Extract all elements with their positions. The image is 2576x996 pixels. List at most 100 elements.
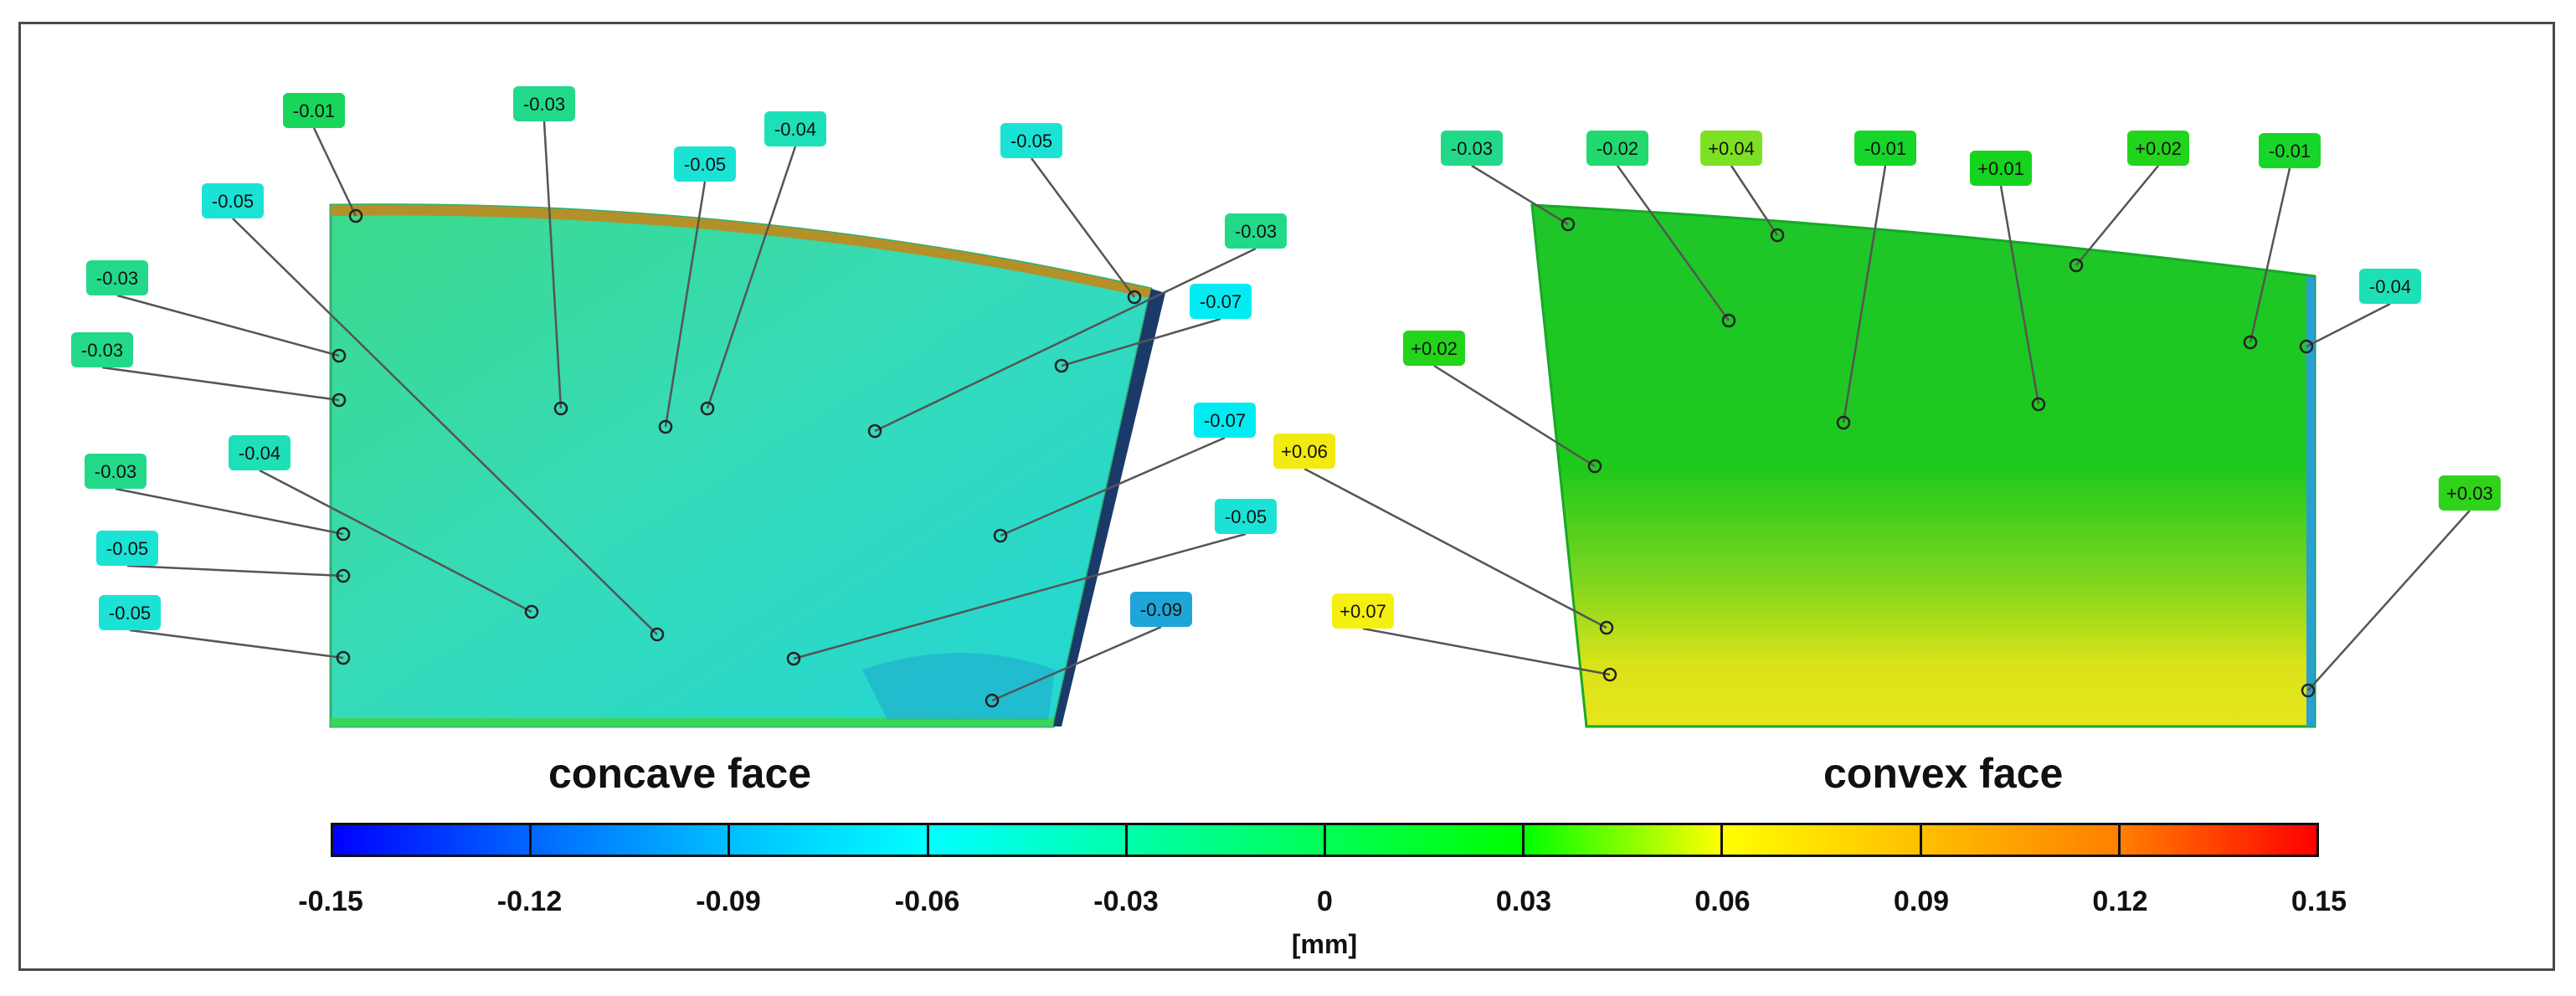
callout-value: +0.06: [1281, 441, 1328, 462]
callout-label-box: [96, 531, 158, 566]
callout-leader-line: [129, 629, 344, 660]
callout-leader-line: [2306, 302, 2391, 348]
measurement-point-marker: [658, 419, 673, 434]
callout-label-box: [1700, 131, 1762, 166]
measurement-point-marker: [1836, 415, 1851, 430]
callout-leader-line: [115, 487, 344, 536]
callout-label-box: [1225, 213, 1287, 249]
callout-label-box: [2439, 475, 2501, 511]
callout-value: -0.01: [2269, 141, 2311, 162]
callout-label-box: [99, 595, 161, 630]
callout-value: -0.05: [1225, 506, 1267, 527]
concave-callout: -0.05: [202, 183, 665, 642]
callout-label-box: [85, 454, 147, 489]
color-scale-segment: [532, 825, 731, 855]
callout-label-box: [2127, 131, 2189, 166]
concave-face-top-edge: [331, 204, 1151, 298]
callout-label-box: [1854, 131, 1916, 166]
measurement-point-marker: [867, 424, 882, 439]
concave-callout: -0.03: [85, 454, 351, 542]
callout-label-box: [1215, 499, 1277, 534]
callout-label-box: [1332, 593, 1394, 629]
measurement-point-marker: [336, 526, 351, 542]
callout-value: -0.04: [2369, 276, 2411, 297]
color-scale-tick-label: 0.09: [1893, 886, 1950, 917]
color-scale-tick-label: 0.12: [2092, 886, 2148, 917]
callout-label-box: [1586, 131, 1648, 166]
measurement-point-marker: [1602, 667, 1617, 682]
callout-leader-line: [874, 247, 1257, 433]
concave-callout: -0.03: [86, 260, 347, 363]
concave-face-side-edge: [1053, 289, 1165, 726]
callout-value: +0.07: [1339, 601, 1386, 622]
callout-label-box: [1190, 284, 1252, 319]
callout-leader-line: [116, 294, 340, 357]
color-scale-segment: [928, 825, 1128, 855]
callout-label-box: [1000, 123, 1062, 158]
callout-leader-line: [1000, 436, 1226, 537]
callout-label-box: [229, 435, 291, 470]
callout-label-box: [2259, 133, 2321, 168]
measurement-point-marker: [985, 693, 1000, 708]
measurement-point-marker: [524, 604, 539, 619]
convex-face-surface: [1530, 203, 2316, 728]
callout-leader-line: [312, 127, 357, 217]
color-scale-tick-label: -0.03: [1093, 886, 1159, 917]
color-scale-tick-label: 0: [1317, 886, 1333, 917]
callout-leader-line: [1433, 364, 1596, 468]
concave-face-dark-patch: [862, 653, 1055, 720]
convex-callout: -0.03: [1441, 131, 1576, 232]
callout-value: -0.05: [212, 191, 254, 212]
callout-value: -0.03: [1451, 138, 1493, 159]
concave-callout: -0.01: [283, 93, 363, 223]
measurement-point-marker: [2069, 258, 2084, 273]
callout-value: -0.03: [96, 268, 138, 289]
callout-leader-line: [1999, 185, 2040, 405]
color-scale-segment: [1525, 825, 1724, 855]
convex-face-title: convex face: [1823, 750, 2064, 797]
convex-callout: +0.02: [2069, 131, 2189, 273]
color-scale-segment: [730, 825, 929, 855]
color-scale-tick-label: -0.09: [696, 886, 761, 917]
callout-label-box: [1194, 403, 1256, 438]
callout-leader-line: [1471, 164, 1569, 226]
measurement-point-marker: [1770, 228, 1785, 243]
concave-face-surface: [329, 203, 1153, 728]
convex-callout: +0.06: [1273, 434, 1614, 635]
callout-leader-line: [1362, 627, 1611, 676]
callout-leader-line: [2075, 165, 2159, 266]
concave-callout: -0.04: [229, 435, 539, 619]
callout-label-box: [513, 86, 575, 121]
callout-value: +0.03: [2446, 483, 2493, 504]
convex-callout: +0.01: [1970, 151, 2046, 412]
callout-value: -0.01: [1864, 138, 1906, 159]
color-scale-tick-label: 0.15: [2291, 886, 2347, 917]
callout-leader-line: [1842, 165, 1887, 424]
color-scale-segment: [1326, 825, 1525, 855]
convex-callout: +0.04: [1700, 131, 1785, 243]
measurement-point-marker: [1054, 358, 1069, 373]
concave-callout: -0.07: [993, 403, 1256, 543]
callout-value: -0.02: [1597, 138, 1638, 159]
color-scale-segment: [333, 825, 532, 855]
callout-value: -0.05: [1010, 131, 1052, 151]
callout-value: +0.02: [1411, 338, 1458, 359]
callout-value: -0.05: [106, 538, 148, 559]
concave-callout: -0.04: [700, 111, 826, 416]
concave-callout: -0.09: [985, 592, 1192, 708]
convex-callout: -0.01: [2243, 133, 2321, 350]
callout-label-box: [1273, 434, 1335, 469]
callout-value: +0.01: [1977, 158, 2024, 179]
measurement-point-marker: [1599, 620, 1614, 635]
convex-callout: -0.02: [1586, 131, 1736, 328]
color-scale-segment: [1921, 825, 2121, 855]
callout-label-box: [202, 183, 264, 218]
color-scale-tick-label: 0.06: [1694, 886, 1751, 917]
convex-callout: +0.07: [1332, 593, 1617, 682]
callout-value: +0.02: [2135, 138, 2182, 159]
callout-label-box: [1130, 592, 1192, 627]
callout-value: -0.04: [239, 443, 280, 464]
callout-leader-line: [2307, 510, 2471, 691]
callout-leader-line: [1616, 165, 1730, 321]
